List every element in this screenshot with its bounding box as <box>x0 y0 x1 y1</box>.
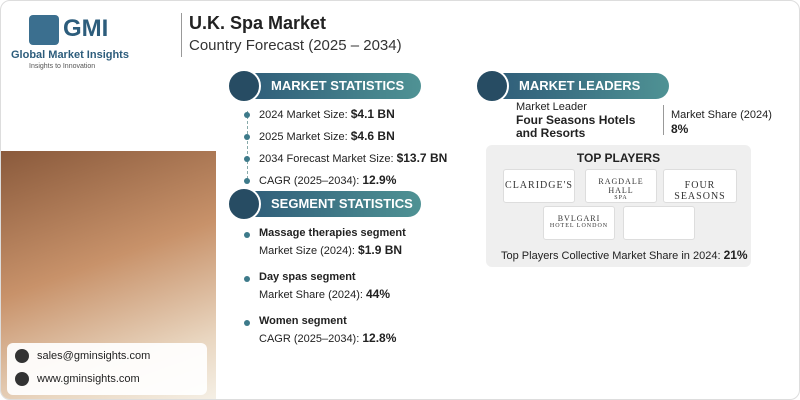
segment-name: Women segment <box>259 315 347 327</box>
divider <box>181 13 182 57</box>
logo-mark <box>29 15 59 45</box>
stat-label: 2034 Forecast Market Size: <box>259 153 394 165</box>
stat-row: 2025 Market Size: $4.6 BN <box>259 129 395 143</box>
collective-value: 21% <box>723 248 748 262</box>
segment-label: Market Size (2024): <box>259 245 355 257</box>
collective-label: Top Players Collective Market Share in 2… <box>501 250 721 262</box>
web-icon <box>15 372 29 386</box>
segment-label: Market Share (2024): <box>259 289 363 301</box>
section-heading: MARKET LEADERS <box>489 73 669 99</box>
title: U.K. Spa Market <box>189 13 327 33</box>
stat-value: $4.1 BN <box>350 107 395 121</box>
timeline-dot <box>244 178 250 184</box>
segment-row: Market Size (2024): $1.9 BN <box>259 243 402 257</box>
subtitle: Country Forecast (2025 – 2034) <box>189 37 402 54</box>
segment-name: Massage therapies segment <box>259 227 406 239</box>
section-icon <box>475 69 509 103</box>
top-players-box <box>486 145 751 267</box>
stat-label: 2025 Market Size: <box>259 131 348 143</box>
player-name: BVLGARI <box>557 214 601 223</box>
timeline <box>247 111 249 179</box>
top-players-heading: TOP PLAYERS <box>576 151 661 165</box>
contact-box: sales@gminsights.com www.gminsights.com <box>7 343 207 395</box>
segment-row: Market Share (2024): 44% <box>259 287 390 301</box>
leader-name: Four Seasons Hotels and Resorts <box>516 113 636 140</box>
stat-value: $13.7 BN <box>396 151 448 165</box>
share-value: 8% <box>671 122 689 136</box>
section-icon <box>227 69 261 103</box>
stat-value: 12.9% <box>362 173 397 187</box>
player-logo: RAGDALE HALL SPA <box>585 169 657 203</box>
website: www.gminsights.com <box>37 373 140 385</box>
player-logo: CLARIDGE'S <box>503 169 575 203</box>
timeline-dot <box>244 112 250 118</box>
player-sub: HOTEL LONDON <box>549 223 609 229</box>
stat-value: $4.6 BN <box>350 129 395 143</box>
section-heading: SEGMENT STATISTICS <box>241 191 421 217</box>
segment-value: 12.8% <box>362 331 397 345</box>
collective: Top Players Collective Market Share in 2… <box>501 248 748 262</box>
player-name: RAGDALE HALL <box>598 177 644 195</box>
stat-row: 2024 Market Size: $4.1 BN <box>259 107 395 121</box>
stat-label: CAGR (2025–2034): <box>259 175 360 187</box>
segment-name: Day spas segment <box>259 271 356 283</box>
player-name: CLARIDGE'S <box>505 180 573 191</box>
segment-label: CAGR (2025–2034): <box>259 333 360 345</box>
player-logo: FOUR SEASONS <box>663 169 737 203</box>
player-name: FOUR SEASONS <box>674 180 726 202</box>
timeline-dot <box>244 232 250 238</box>
stat-label: 2024 Market Size: <box>259 109 348 121</box>
section-heading: MARKET STATISTICS <box>241 73 421 99</box>
timeline-dot <box>244 156 250 162</box>
section-icon <box>227 187 261 221</box>
timeline-dot <box>244 134 250 140</box>
player-logo <box>623 206 695 240</box>
player-logo: BVLGARI HOTEL LONDON <box>543 206 615 240</box>
segment-value: 44% <box>366 287 391 301</box>
divider <box>663 105 664 135</box>
email: sales@gminsights.com <box>37 350 151 362</box>
timeline-dot <box>244 276 250 282</box>
stat-row: 2034 Forecast Market Size: $13.7 BN <box>259 151 447 165</box>
stat-row: CAGR (2025–2034): 12.9% <box>259 173 396 187</box>
player-sub: SPA <box>614 195 628 201</box>
logo-text: GMI <box>63 15 109 42</box>
leader-label: Market Leader <box>516 101 587 113</box>
timeline-dot <box>244 320 250 326</box>
brand-tagline: Insights to Innovation <box>29 63 96 70</box>
segment-row: CAGR (2025–2034): 12.8% <box>259 331 396 345</box>
segment-value: $1.9 BN <box>358 243 403 257</box>
email-icon <box>15 349 29 363</box>
brand-name: Global Market Insights <box>11 49 129 61</box>
share-label: Market Share (2024) <box>671 109 772 121</box>
